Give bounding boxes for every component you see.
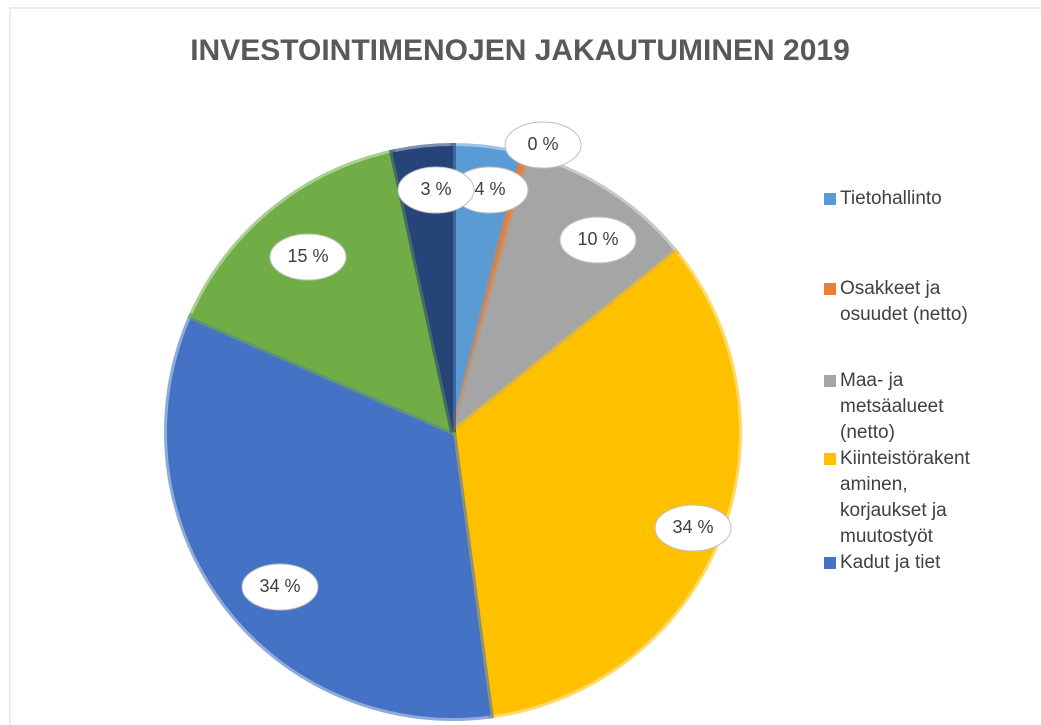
legend-label: Kiinteistörakentaminen, korjaukset ja mu… bbox=[840, 448, 970, 547]
data-label: 0 % bbox=[527, 134, 558, 154]
data-label: 34 % bbox=[259, 576, 300, 596]
data-label-bubble bbox=[269, 233, 347, 281]
legend-item: Maa- ja metsäalueet (netto) bbox=[822, 368, 972, 446]
legend-item: Kiinteistörakentaminen, korjaukset ja mu… bbox=[822, 446, 972, 550]
data-label: 15 % bbox=[287, 246, 328, 266]
data-label: 4 % bbox=[474, 179, 505, 199]
legend-swatch bbox=[824, 283, 836, 295]
legend-item: Tietohallinto bbox=[822, 186, 972, 212]
legend-item: Osakkeet ja osuudet (netto) bbox=[822, 276, 972, 328]
legend-swatch bbox=[824, 193, 836, 205]
legend-label: Kadut ja tiet bbox=[840, 552, 941, 573]
legend-label: Maa- ja metsäalueet (netto) bbox=[840, 370, 944, 443]
pie-slice bbox=[388, 142, 456, 433]
pie-slice bbox=[164, 312, 494, 721]
legend-item: Kadut ja tiet bbox=[822, 550, 972, 576]
data-label-bubble bbox=[654, 504, 732, 552]
data-label-bubble bbox=[559, 216, 637, 264]
data-label-bubble bbox=[504, 121, 582, 169]
legend-label: Osakkeet ja osuudet (netto) bbox=[840, 278, 968, 325]
data-label: 34 % bbox=[672, 517, 713, 537]
legend: Tietohallinto Osakkeet ja osuudet (netto)… bbox=[822, 186, 972, 576]
legend-swatch bbox=[824, 375, 836, 387]
data-label: 3 % bbox=[420, 179, 451, 199]
legend-label: Tietohallinto bbox=[840, 188, 942, 209]
legend-swatch bbox=[824, 453, 836, 465]
data-label-bubble bbox=[397, 166, 475, 214]
legend-swatch bbox=[824, 557, 836, 569]
data-label: 10 % bbox=[577, 229, 618, 249]
chart-title: INVESTOINTIMENOJEN JAKAUTUMINEN 2019 bbox=[190, 34, 850, 67]
pie-slice bbox=[187, 148, 458, 438]
data-label-bubble bbox=[241, 563, 319, 611]
